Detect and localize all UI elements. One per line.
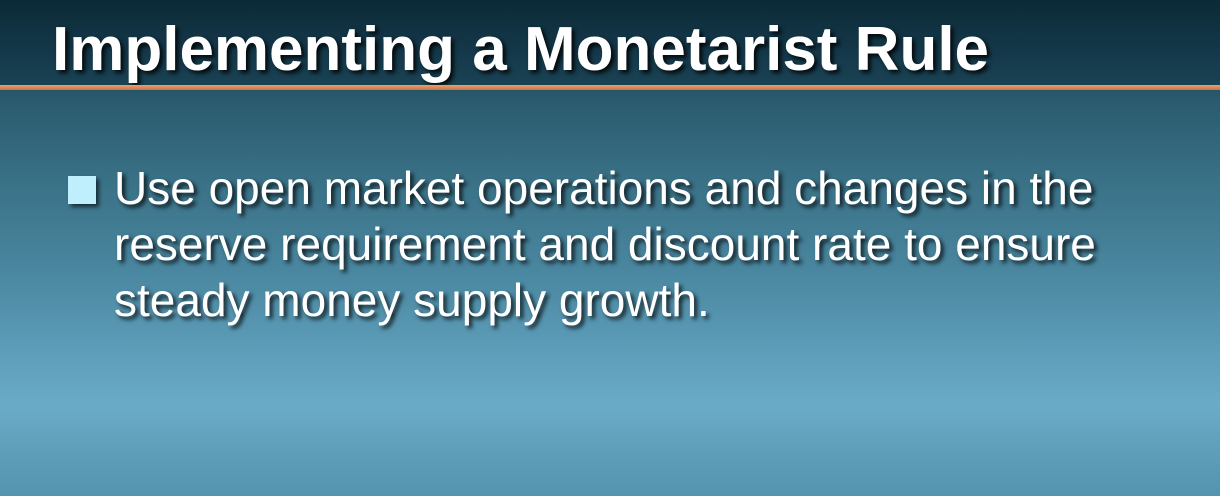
title-divider — [0, 85, 1220, 90]
bullet-item: Use open market operations and changes i… — [68, 160, 1203, 328]
bullet-text: Use open market operations and changes i… — [114, 160, 1203, 328]
slide-title: Implementing a Monetarist Rule — [52, 14, 989, 86]
square-bullet-icon — [68, 176, 96, 204]
